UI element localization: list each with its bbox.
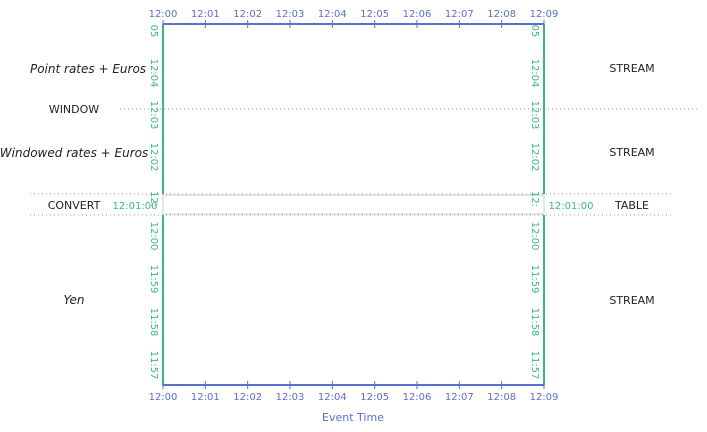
top-tick-label: 12:07	[445, 9, 474, 20]
bottom-tick-label: 12:09	[530, 392, 559, 403]
top-value-ticks: 05 05 12:04 12:04 12:03 12:03 12:02 12:02 12: 12:	[148, 25, 540, 207]
top-tick-label: 12:02	[233, 9, 262, 20]
left-value-tick-label: 12:04	[148, 59, 159, 88]
right-value-tick-label: 11:59	[529, 265, 540, 294]
right-value-tick-label: 12:02	[529, 143, 540, 172]
convert-band	[162, 194, 545, 215]
right-value-tick-label: 12:	[529, 191, 540, 207]
top-tick-label: 12:05	[360, 9, 389, 20]
convert-time-left: 12:01:00	[113, 201, 158, 212]
top-tick-label: 12:03	[276, 9, 305, 20]
bottom-tick-label: 12:01	[191, 392, 220, 403]
right-value-tick-label: 12:04	[529, 59, 540, 88]
left-value-tick-label: 11:57	[148, 351, 159, 380]
top-tick-label: 12:06	[403, 9, 432, 20]
bottom-tick-label: 12:02	[233, 392, 262, 403]
left-value-tick-label: 12:	[148, 191, 159, 207]
row-type-point-rates: STREAM	[609, 62, 654, 75]
row-label-window: WINDOW	[49, 103, 99, 116]
convert-band-box	[162, 194, 545, 215]
right-value-tick-label: 11:57	[529, 351, 540, 380]
bottom-tick-label: 12:08	[487, 392, 516, 403]
bottom-tick-label: 12:07	[445, 392, 474, 403]
right-value-tick-label: 12:03	[529, 101, 540, 130]
row-label-yen: Yen	[64, 293, 85, 307]
left-value-tick-label: 12:02	[148, 143, 159, 172]
top-tick-label: 12:08	[487, 9, 516, 20]
left-value-tick-label: 05	[148, 25, 159, 38]
row-label-convert: CONVERT	[48, 199, 101, 212]
top-tick-label: 12:01	[191, 9, 220, 20]
top-tick-label: 12:00	[149, 9, 178, 20]
right-value-tick-label: 05	[529, 25, 540, 38]
row-type-yen: STREAM	[609, 294, 654, 307]
bottom-value-ticks: 12:00 12:00 11:59 11:59 11:58 11:58 11:57 11:57	[148, 222, 540, 380]
x-axis-title: Event Time	[322, 411, 384, 424]
bottom-tick-label: 12:00	[149, 392, 178, 403]
bottom-panel	[162, 215, 545, 386]
bottom-time-ticks: 12:00 12:01 12:02 12:03 12:04 12:05 12:06 12:07…	[149, 381, 559, 403]
bottom-tick-label: 12:06	[403, 392, 432, 403]
bottom-tick-label: 12:05	[360, 392, 389, 403]
row-type-windowed-rates: STREAM	[609, 146, 654, 159]
convert-time-right: 12:01:00	[549, 201, 594, 212]
row-label-point-rates: Point rates + Euros	[30, 62, 146, 76]
right-value-tick-label: 12:00	[529, 222, 540, 251]
top-tick-label: 12:04	[318, 9, 347, 20]
left-value-tick-label: 12:00	[148, 222, 159, 251]
bottom-tick-label: 12:03	[276, 392, 305, 403]
top-panel	[162, 23, 545, 194]
right-value-tick-label: 11:58	[529, 308, 540, 337]
row-label-windowed-rates: Windowed rates + Euros	[0, 146, 148, 160]
left-value-tick-label: 12:03	[148, 101, 159, 130]
top-tick-label: 12:09	[530, 9, 559, 20]
left-value-tick-label: 11:59	[148, 265, 159, 294]
top-time-ticks: 12:00 12:01 12:02 12:03 12:04 12:05 12:06 12:07…	[149, 9, 559, 28]
left-value-tick-label: 11:58	[148, 308, 159, 337]
bottom-tick-label: 12:04	[318, 392, 347, 403]
row-type-convert: TABLE	[614, 199, 649, 212]
